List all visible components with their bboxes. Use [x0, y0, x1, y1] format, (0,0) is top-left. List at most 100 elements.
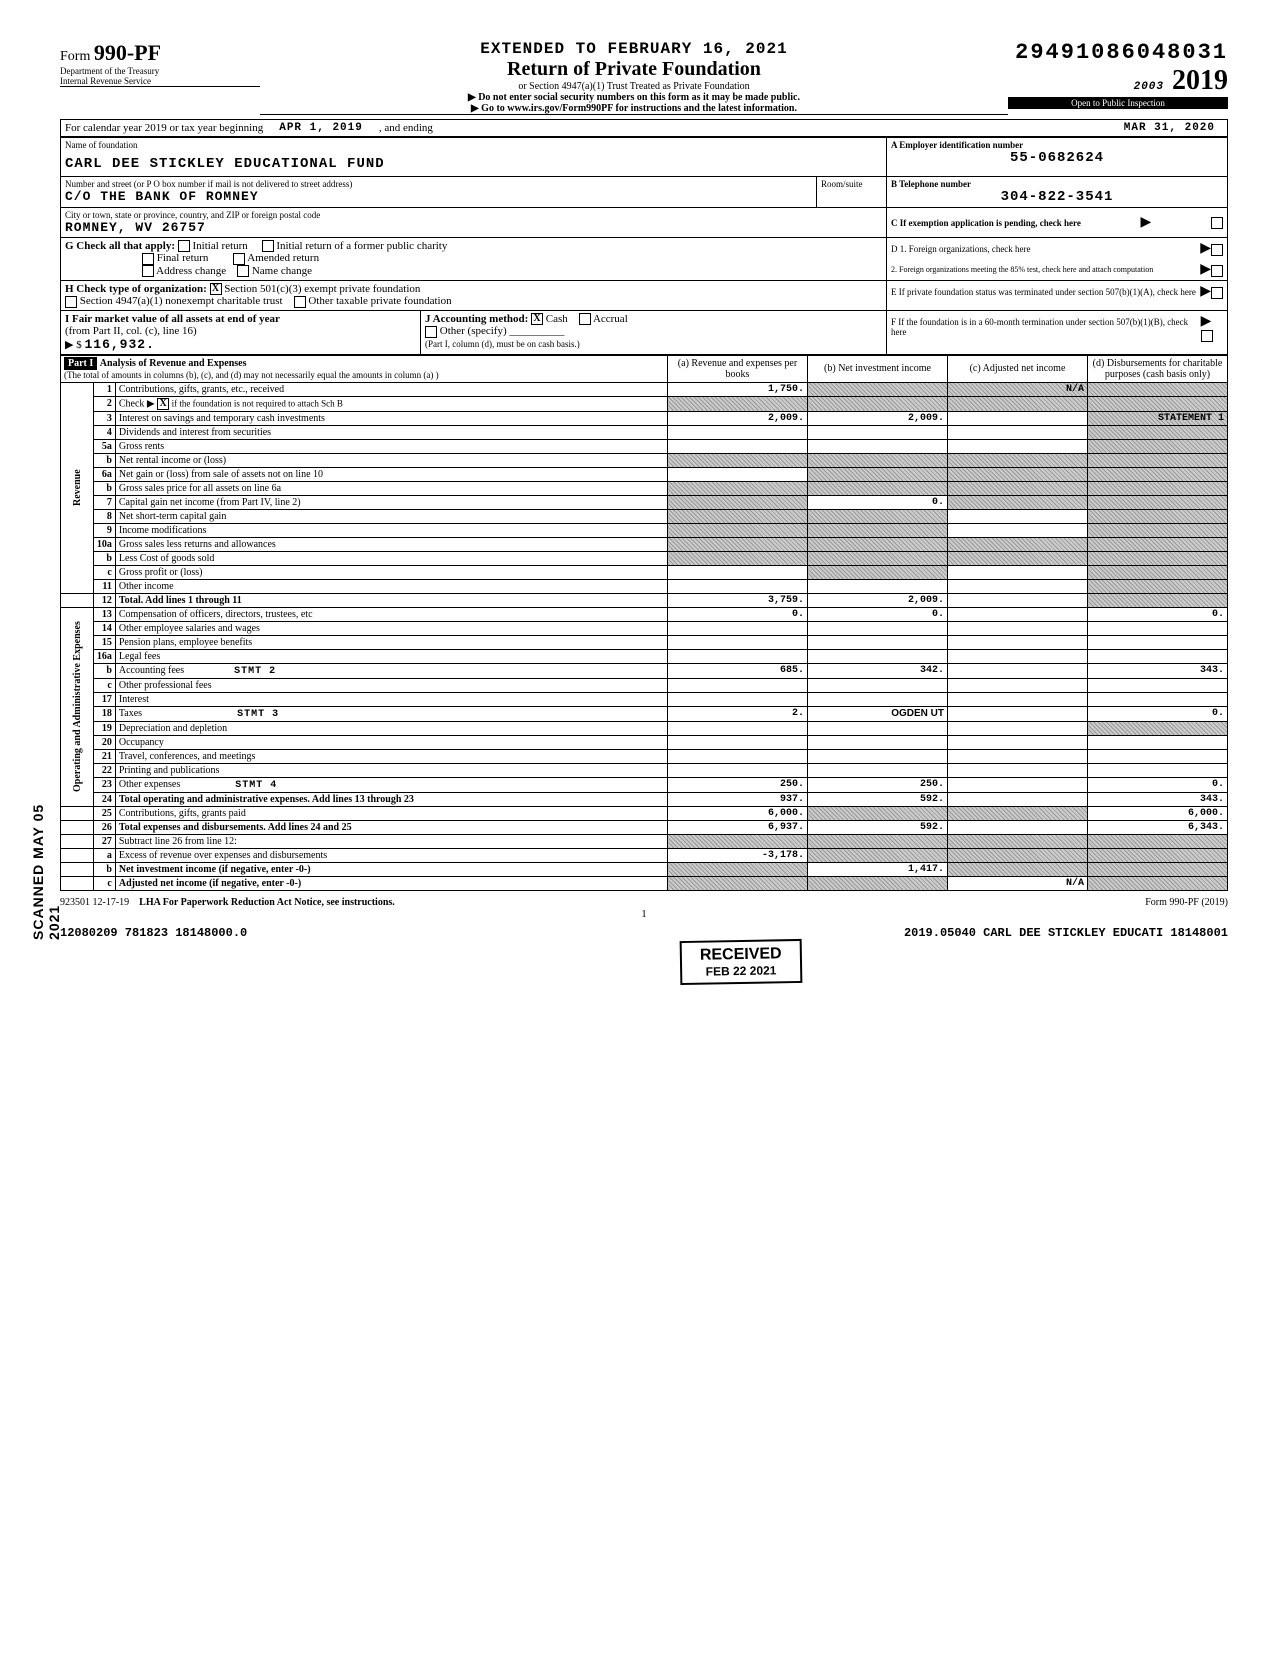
shaded-cell	[1088, 579, 1228, 593]
line-no: 3	[93, 411, 115, 425]
col-c-header: (c) Adjusted net income	[948, 355, 1088, 382]
line-label: Taxes	[119, 708, 142, 719]
cell-value: 592.	[808, 820, 948, 834]
cell-value	[948, 565, 1088, 579]
received-text: RECEIVED	[700, 945, 782, 964]
h-501c3-checkbox[interactable]: X	[210, 283, 222, 295]
line-no: 15	[93, 635, 115, 649]
ein-value: 55-0682624	[891, 150, 1223, 166]
line-label: Compensation of officers, directors, tru…	[115, 607, 667, 621]
table-row: b Less Cost of goods sold	[61, 551, 1228, 565]
year-handwritten: 2003	[1134, 81, 1164, 93]
e-checkbox[interactable]	[1211, 287, 1223, 299]
irs-line: Internal Revenue Service	[60, 76, 260, 87]
table-row: 23 Other expenses STMT 4 250. 250. 0.	[61, 777, 1228, 792]
g-name-checkbox[interactable]	[237, 265, 249, 277]
f-checkbox[interactable]	[1201, 330, 1213, 342]
line-no: 13	[93, 607, 115, 621]
g-initial-checkbox[interactable]	[178, 240, 190, 252]
line-label: Net investment income (if negative, ente…	[115, 862, 667, 876]
table-row: Operating and Administrative Expenses 13…	[61, 607, 1228, 621]
line-no: 26	[93, 820, 115, 834]
cell-value: -3,178.	[668, 848, 808, 862]
h-4947-checkbox[interactable]	[65, 296, 77, 308]
footer-code: 923501 12-17-19	[60, 897, 129, 908]
cell-value: 0.	[1088, 607, 1228, 621]
cell-value: 0.	[668, 607, 808, 621]
line-label: Other expenses	[119, 779, 180, 790]
h-opt1: Section 501(c)(3) exempt private foundat…	[224, 283, 420, 295]
d2-checkbox[interactable]	[1211, 265, 1223, 277]
j-other-checkbox[interactable]	[425, 326, 437, 338]
table-row: 12 Total. Add lines 1 through 11 3,759. …	[61, 593, 1228, 607]
line-no: 18	[93, 706, 115, 721]
c-checkbox[interactable]	[1211, 217, 1223, 229]
form-title: Return of Private Foundation	[260, 58, 1008, 81]
shaded-cell	[1088, 523, 1228, 537]
g-name-change: Name change	[252, 265, 312, 277]
shaded-cell	[808, 396, 948, 411]
g-amended-checkbox[interactable]	[233, 253, 245, 265]
line-label: Gross rents	[115, 439, 667, 453]
shaded-cell	[1088, 467, 1228, 481]
line-no: 14	[93, 621, 115, 635]
line-label: Depreciation and depletion	[115, 721, 667, 735]
g-label: G Check all that apply:	[65, 240, 175, 252]
cell-value	[668, 467, 808, 481]
cell-value: 342.	[808, 663, 948, 678]
arrow-icon: ▶	[1201, 314, 1212, 329]
col-d-header: (d) Disbursements for charitable purpose…	[1088, 355, 1228, 382]
g-addr-checkbox[interactable]	[142, 265, 154, 277]
footer-bottom-left: 12080209 781823 18148000.0	[60, 926, 247, 940]
shaded-cell	[668, 453, 808, 467]
period-begin: APR 1, 2019	[267, 120, 375, 136]
line-label: Subtract line 26 from line 12:	[115, 834, 667, 848]
cell-value	[808, 579, 948, 593]
shaded-cell	[948, 537, 1088, 551]
cell-value: 343.	[1088, 663, 1228, 678]
open-inspection: Open to Public Inspection	[1008, 97, 1228, 109]
line-no: b	[93, 453, 115, 467]
shaded-cell	[1088, 481, 1228, 495]
d1-checkbox[interactable]	[1211, 244, 1223, 256]
g-final-checkbox[interactable]	[142, 253, 154, 265]
shaded-cell	[1088, 439, 1228, 453]
j-accrual-checkbox[interactable]	[579, 313, 591, 325]
arrow-icon: ▶	[1200, 262, 1211, 277]
footer-bottom-right: 2019.05040 CARL DEE STICKLEY EDUCATI 181…	[904, 926, 1228, 940]
h-other-checkbox[interactable]	[294, 296, 306, 308]
table-row: c Gross profit or (loss)	[61, 565, 1228, 579]
g-initial-former-checkbox[interactable]	[262, 240, 274, 252]
line-no: 10a	[93, 537, 115, 551]
dln-number: 29491086048031	[1008, 40, 1228, 65]
h-label: H Check type of organization:	[65, 283, 207, 295]
line-no: 2	[93, 396, 115, 411]
table-row: 5a Gross rents	[61, 439, 1228, 453]
shaded-cell	[808, 453, 948, 467]
table-row: 8 Net short-term capital gain	[61, 509, 1228, 523]
shaded-cell	[1088, 537, 1228, 551]
street-address: C/O THE BANK OF ROMNEY	[65, 189, 812, 204]
line-no: 6a	[93, 467, 115, 481]
table-row: 2 Check ▶ X if the foundation is not req…	[61, 396, 1228, 411]
c-label: C If exemption application is pending, c…	[891, 218, 1081, 228]
col-a-header: (a) Revenue and expenses per books	[668, 355, 808, 382]
part1-table: Part I Analysis of Revenue and Expenses …	[60, 355, 1228, 891]
line-no: c	[93, 565, 115, 579]
header-left: Form 990-PF Department of the Treasury I…	[60, 40, 260, 87]
line-label: Printing and publications	[115, 763, 667, 777]
line-no: a	[93, 848, 115, 862]
cell-value	[948, 411, 1088, 425]
line-label: Total operating and administrative expen…	[115, 792, 667, 806]
form-number: 990-PF	[94, 40, 161, 65]
line-label: Capital gain net income (from Part IV, l…	[115, 495, 667, 509]
cell-value: 0.	[1088, 706, 1228, 721]
schb-checkbox[interactable]: X	[157, 398, 169, 410]
line-no: 17	[93, 692, 115, 706]
j-cash-checkbox[interactable]: X	[531, 313, 543, 325]
line-no: 5a	[93, 439, 115, 453]
shaded-cell	[1088, 565, 1228, 579]
g-initial-former: Initial return of a former public charit…	[276, 240, 447, 252]
shaded-cell	[668, 481, 808, 495]
arrow-icon: ▶	[1200, 241, 1211, 256]
